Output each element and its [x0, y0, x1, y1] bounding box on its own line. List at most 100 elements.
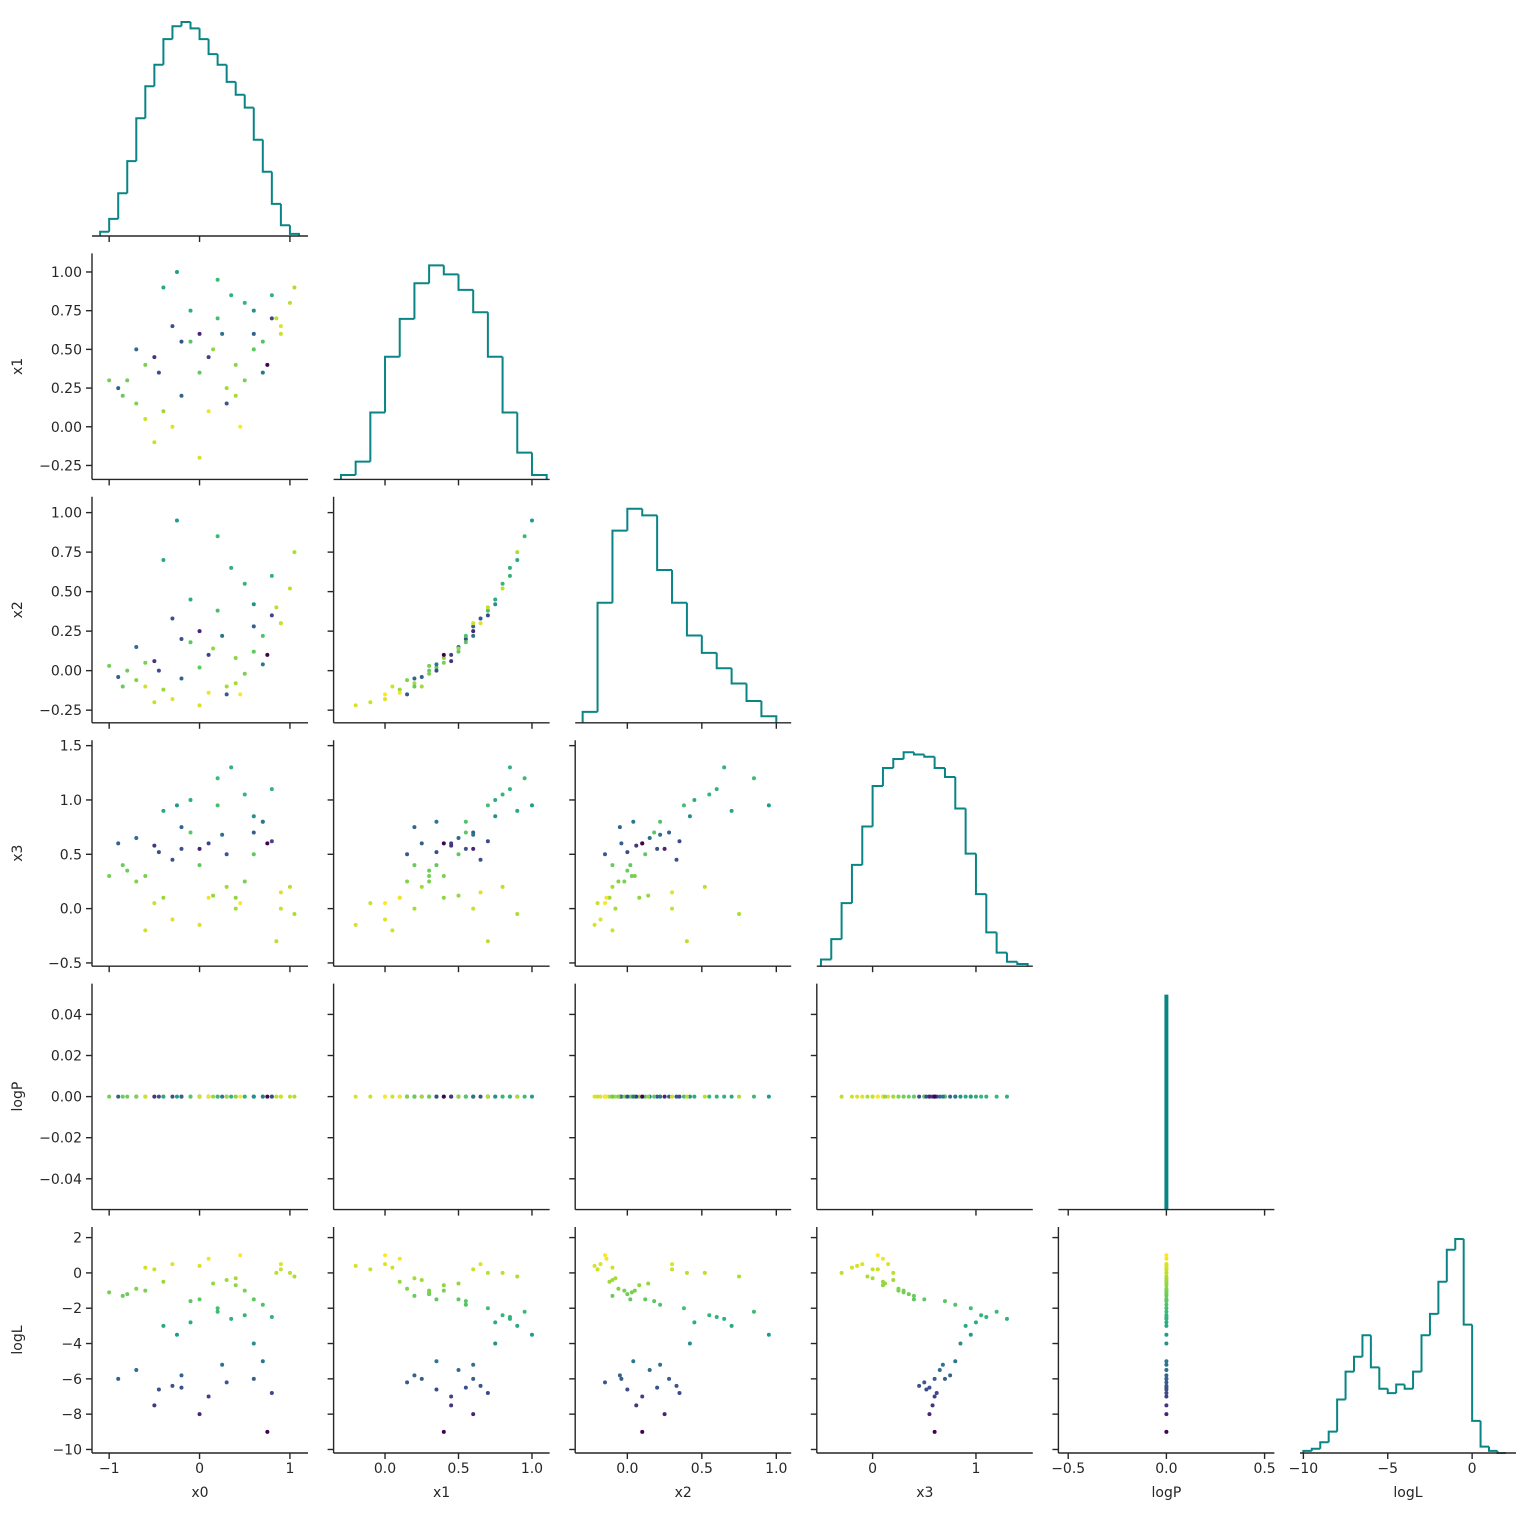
histogram-step: [641, 508, 658, 517]
scatter-point: [515, 808, 520, 813]
scatter-point: [737, 1274, 742, 1279]
scatter-point: [655, 1094, 660, 1099]
scatter-point: [1164, 1341, 1169, 1346]
histogram-step: [126, 160, 137, 194]
scatter-point: [625, 1094, 630, 1099]
scatter-point: [646, 893, 651, 898]
scatter-point: [463, 633, 468, 638]
scatter-point: [197, 1297, 202, 1302]
scatter-point: [265, 1094, 270, 1099]
scatter-point: [932, 1394, 937, 1399]
scatter-point: [161, 285, 166, 290]
scatter-point: [616, 879, 621, 884]
y-tick-label: 0.00: [51, 420, 82, 436]
histogram-step: [974, 853, 987, 896]
scatter-point: [220, 1094, 225, 1099]
scatter-point: [924, 1387, 929, 1392]
scatter-point: [1164, 1362, 1169, 1367]
scatter-point: [269, 1094, 274, 1099]
scatter-point: [681, 1306, 686, 1311]
y-tick-label: −2: [61, 1301, 82, 1317]
histogram-step: [933, 756, 945, 769]
scatter-point: [471, 1267, 476, 1272]
scatter-point: [152, 1094, 157, 1099]
scatter-point: [911, 1297, 916, 1302]
scatter-point: [751, 1094, 756, 1099]
scatter-point: [419, 1094, 424, 1099]
scatter-point: [692, 1094, 697, 1099]
scatter-point: [170, 857, 175, 862]
scatter-point: [922, 1297, 927, 1302]
scatter-point: [390, 1094, 395, 1099]
scatter-point: [737, 1094, 742, 1099]
scatter-point: [1164, 1316, 1169, 1321]
scatter-point: [674, 1094, 679, 1099]
scatter-point: [427, 879, 432, 884]
scatter-point: [412, 676, 417, 681]
scatter-point: [674, 857, 679, 862]
scatter-point: [471, 832, 476, 837]
scatter-point: [427, 1094, 432, 1099]
scatter-point: [220, 832, 225, 837]
scatter-point: [251, 814, 256, 819]
scatter-point: [658, 1094, 663, 1099]
scatter-point: [170, 917, 175, 922]
scatter-point: [229, 565, 234, 570]
scatter-point: [224, 852, 229, 857]
scatter-point: [607, 1094, 612, 1099]
scatter-point: [667, 830, 672, 835]
scatter-point: [197, 370, 202, 375]
scatter-point: [1164, 1299, 1169, 1304]
scatter-point: [658, 832, 663, 837]
scatter-point: [1164, 1390, 1169, 1395]
histogram-step: [1369, 1335, 1380, 1369]
scatter-point: [619, 1376, 624, 1381]
scatter-point: [629, 874, 634, 879]
scatter-point: [629, 1290, 634, 1295]
scatter-point: [419, 684, 424, 689]
scatter-point: [161, 1094, 166, 1099]
scatter-point: [849, 1094, 854, 1099]
scatter-point: [449, 659, 454, 664]
scatter-point: [485, 1094, 490, 1099]
scatter-point: [278, 324, 283, 329]
scatter-point: [116, 386, 121, 391]
scatter-point: [441, 1429, 446, 1434]
scatter-point: [269, 316, 274, 321]
histogram-step: [912, 752, 925, 756]
x-axis-label: logL: [1393, 1485, 1422, 1501]
scatter-point: [242, 1288, 247, 1293]
scatter-point: [456, 893, 461, 898]
histogram-step: [216, 54, 227, 66]
scatter-point: [197, 455, 202, 460]
scatter-point: [1164, 1323, 1169, 1328]
histogram-step: [1428, 1312, 1439, 1336]
scatter-point: [456, 646, 461, 651]
scatter-point: [602, 1380, 607, 1385]
scatter-point: [215, 803, 220, 808]
histogram-step: [1454, 1238, 1464, 1250]
scatter-point: [120, 684, 125, 689]
scatter-point: [860, 1094, 865, 1099]
scatter-point: [652, 1299, 657, 1304]
scatter-point: [188, 797, 193, 802]
scatter-point: [870, 1267, 875, 1272]
scatter-point: [233, 681, 238, 686]
scatter-point: [233, 1283, 238, 1288]
scatter-point: [120, 1094, 125, 1099]
scatter-point: [953, 1302, 958, 1307]
scatter-point: [681, 803, 686, 808]
x-tick-label: 0.5: [1253, 1461, 1275, 1477]
scatter-point: [107, 663, 112, 668]
scatter-point: [353, 1094, 358, 1099]
scatter-point: [707, 1094, 712, 1099]
scatter-point: [1164, 1302, 1169, 1307]
scatter-point: [143, 417, 148, 422]
x-tick-label: −10: [1289, 1461, 1319, 1477]
x-axis-label: x3: [916, 1485, 933, 1501]
scatter-point: [1164, 1412, 1169, 1417]
histogram-step: [656, 515, 673, 571]
scatter-point: [134, 835, 139, 840]
scatter-point: [116, 674, 121, 679]
